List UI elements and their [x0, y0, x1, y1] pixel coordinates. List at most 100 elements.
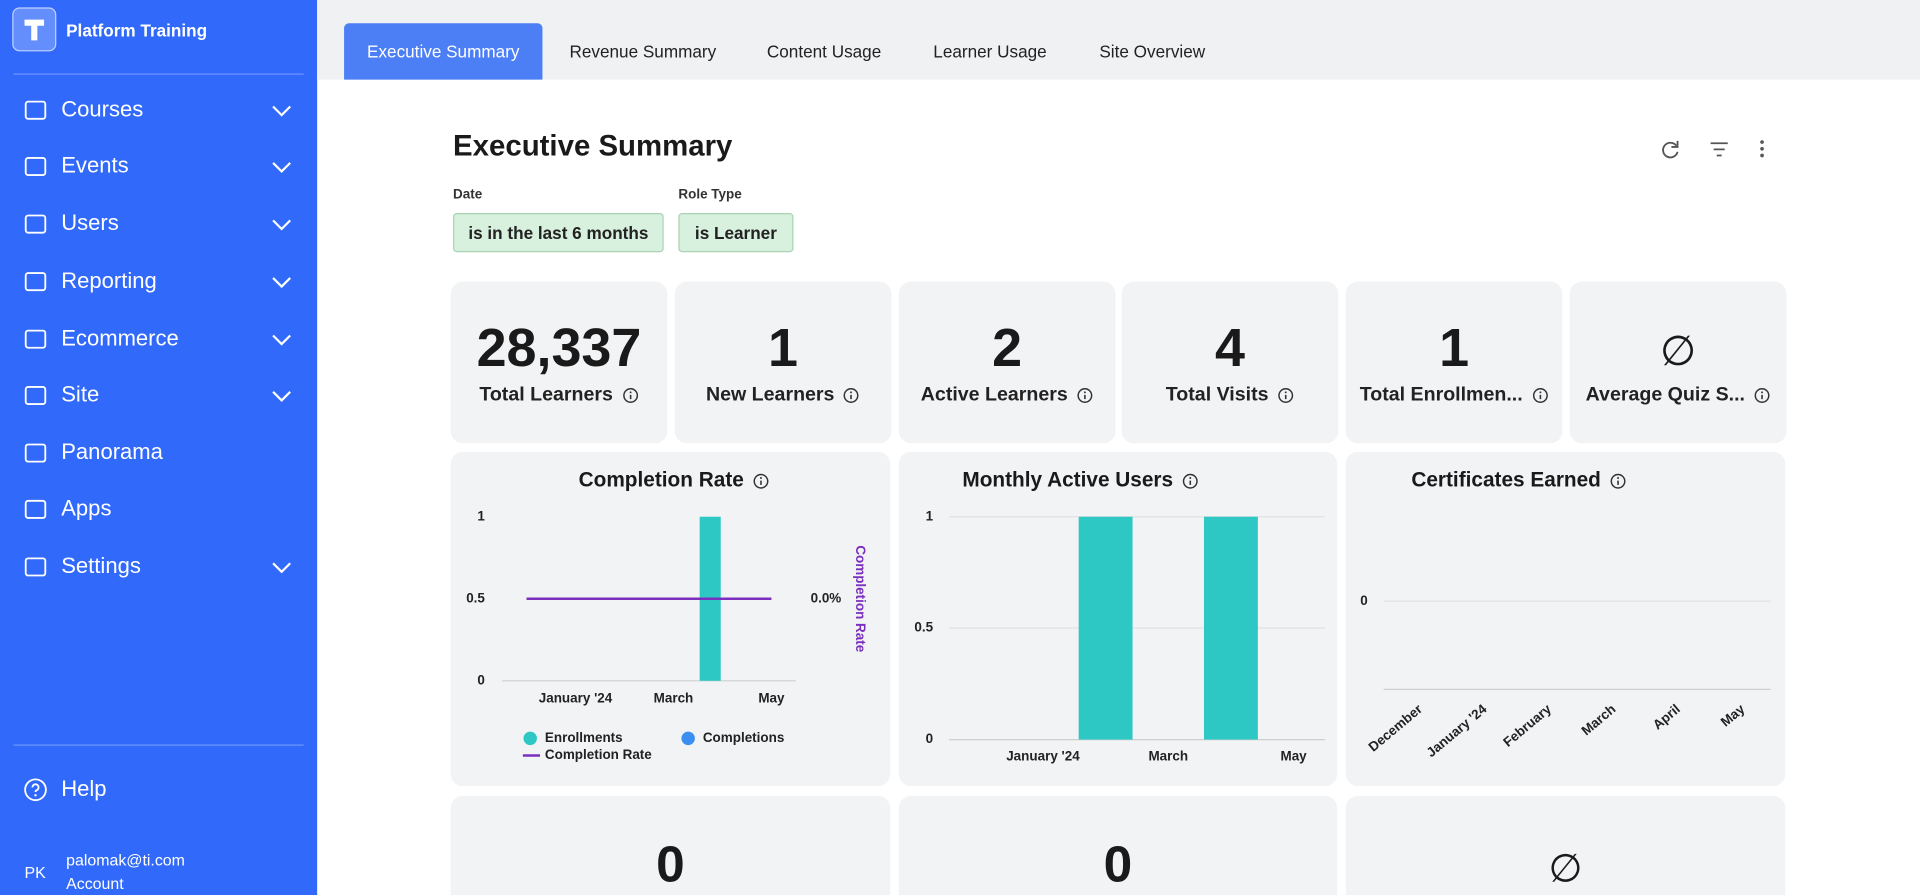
nav-icon-shape: [24, 386, 47, 406]
account-link[interactable]: Account: [66, 874, 124, 893]
kpi-value: 0: [656, 835, 685, 893]
header-actions[interactable]: [1658, 136, 1776, 163]
nav-icon: [24, 329, 47, 349]
info-icon: [1077, 388, 1093, 403]
nav-label: Events: [61, 153, 129, 178]
nav-item[interactable]: Site: [0, 378, 317, 412]
chevron[interactable]: [271, 333, 293, 348]
chart-card: [898, 451, 1338, 787]
info-icon: [844, 388, 860, 403]
filter-chip[interactable]: is Learner: [678, 213, 794, 253]
info-dot: [629, 391, 632, 394]
nav-icon: [24, 557, 47, 577]
nav-icon: [24, 272, 47, 292]
help-link[interactable]: Help: [61, 776, 107, 801]
info-ring: [844, 388, 860, 403]
kpi-label-row: Total Visits: [1122, 384, 1339, 406]
nav-icon-shape: [24, 499, 47, 519]
chevron[interactable]: [271, 276, 293, 291]
user-email: palomak@ti.com: [66, 851, 185, 870]
nav-icon-shape: [24, 557, 47, 577]
tab[interactable]: Revenue Summary: [569, 41, 717, 62]
nav-label: Users: [61, 210, 119, 236]
filter-chip[interactable]: is in the last 6 months: [453, 213, 664, 253]
nav-label: Panorama: [61, 439, 163, 465]
kpi-value: 0: [1103, 835, 1133, 893]
nav-item[interactable]: Events: [0, 149, 317, 183]
info-icon[interactable]: [843, 387, 860, 404]
chevron[interactable]: [271, 218, 293, 233]
kpi-card: 2 Active Learners: [898, 281, 1116, 444]
info-ring: [622, 388, 638, 403]
info-icon[interactable]: [1531, 387, 1548, 404]
kpi-value: 1: [1439, 318, 1470, 379]
logo-glyph: [24, 19, 45, 41]
kpi-value: 2: [992, 318, 1023, 379]
info-dot: [850, 391, 853, 394]
tab-bar: [317, 0, 1920, 80]
chevron-shape: [272, 334, 291, 346]
nav-icon-shape: [24, 443, 47, 463]
divider: [13, 744, 304, 746]
tab[interactable]: Content Usage: [766, 41, 882, 62]
nav-icon-shape: [24, 272, 47, 292]
nav-label: Reporting: [61, 268, 157, 293]
tab[interactable]: Site Overview: [1099, 41, 1206, 62]
kpi-label-row: Total Enrollmen...: [1346, 384, 1563, 406]
nav-item[interactable]: Apps: [0, 492, 317, 526]
info-dot: [1284, 391, 1287, 394]
info-icon[interactable]: [1076, 387, 1093, 404]
chevron[interactable]: [271, 561, 293, 576]
kpi-label: Active Learners: [920, 384, 1068, 406]
kpi-card: ∅: [1345, 795, 1786, 896]
info-ring: [1077, 388, 1093, 403]
info-icon[interactable]: [1277, 387, 1294, 404]
kpi-card: 0: [898, 795, 1338, 896]
brand-logo[interactable]: [12, 7, 57, 52]
chevron-shape: [272, 277, 291, 289]
info-icon[interactable]: [1754, 387, 1771, 404]
nav-item[interactable]: Ecommerce: [0, 322, 317, 356]
tab[interactable]: Learner Usage: [933, 41, 1047, 62]
help-icon: [24, 778, 47, 802]
nav-icon: [24, 157, 47, 177]
sidebar: Platform Training Help PK palomak@ti.com…: [0, 0, 318, 896]
nav-icon: [24, 386, 47, 406]
chart-card: [1345, 451, 1786, 787]
kpi-label-row: Average Quiz S...: [1570, 384, 1787, 406]
kpi-card: 1 Total Enrollmen...: [1345, 281, 1563, 444]
chevron[interactable]: [271, 160, 293, 175]
nav-item[interactable]: Settings: [0, 550, 317, 584]
chevron[interactable]: [271, 104, 293, 119]
brand-name: Platform Training: [66, 20, 208, 41]
kpi-card: ∅ Average Quiz S...: [1569, 281, 1787, 444]
nav-item[interactable]: Users: [0, 207, 317, 241]
kpi-value: 28,337: [476, 318, 642, 379]
info-icon[interactable]: [621, 387, 638, 404]
nav-icon-shape: [24, 329, 47, 349]
kpi-label: New Learners: [705, 384, 835, 406]
kpi-label: Average Quiz S...: [1585, 384, 1745, 406]
chevron-shape: [272, 391, 291, 402]
kpi-label-row: Total Learners: [451, 384, 668, 406]
chart-card: [450, 451, 891, 787]
nav-icon: [24, 499, 47, 519]
nav-item[interactable]: Courses: [0, 93, 317, 127]
tab[interactable]: Executive Summary: [344, 23, 543, 80]
info-ring: [1754, 388, 1770, 403]
nav-icon-shape: [24, 214, 47, 234]
nav-icon: [24, 214, 47, 234]
chevron[interactable]: [271, 389, 293, 404]
page-title: Executive Summary: [453, 129, 733, 163]
kpi-card: 1 New Learners: [674, 281, 892, 444]
kpi-label: Total Visits: [1165, 384, 1269, 406]
info-ring: [1532, 388, 1548, 403]
nav-item[interactable]: Reporting: [0, 264, 317, 298]
nav-icon: [24, 443, 47, 463]
nav-item[interactable]: Panorama: [0, 436, 317, 470]
info-icon: [1278, 388, 1294, 403]
info-icon: [622, 388, 638, 403]
nav-label: Courses: [61, 96, 144, 122]
